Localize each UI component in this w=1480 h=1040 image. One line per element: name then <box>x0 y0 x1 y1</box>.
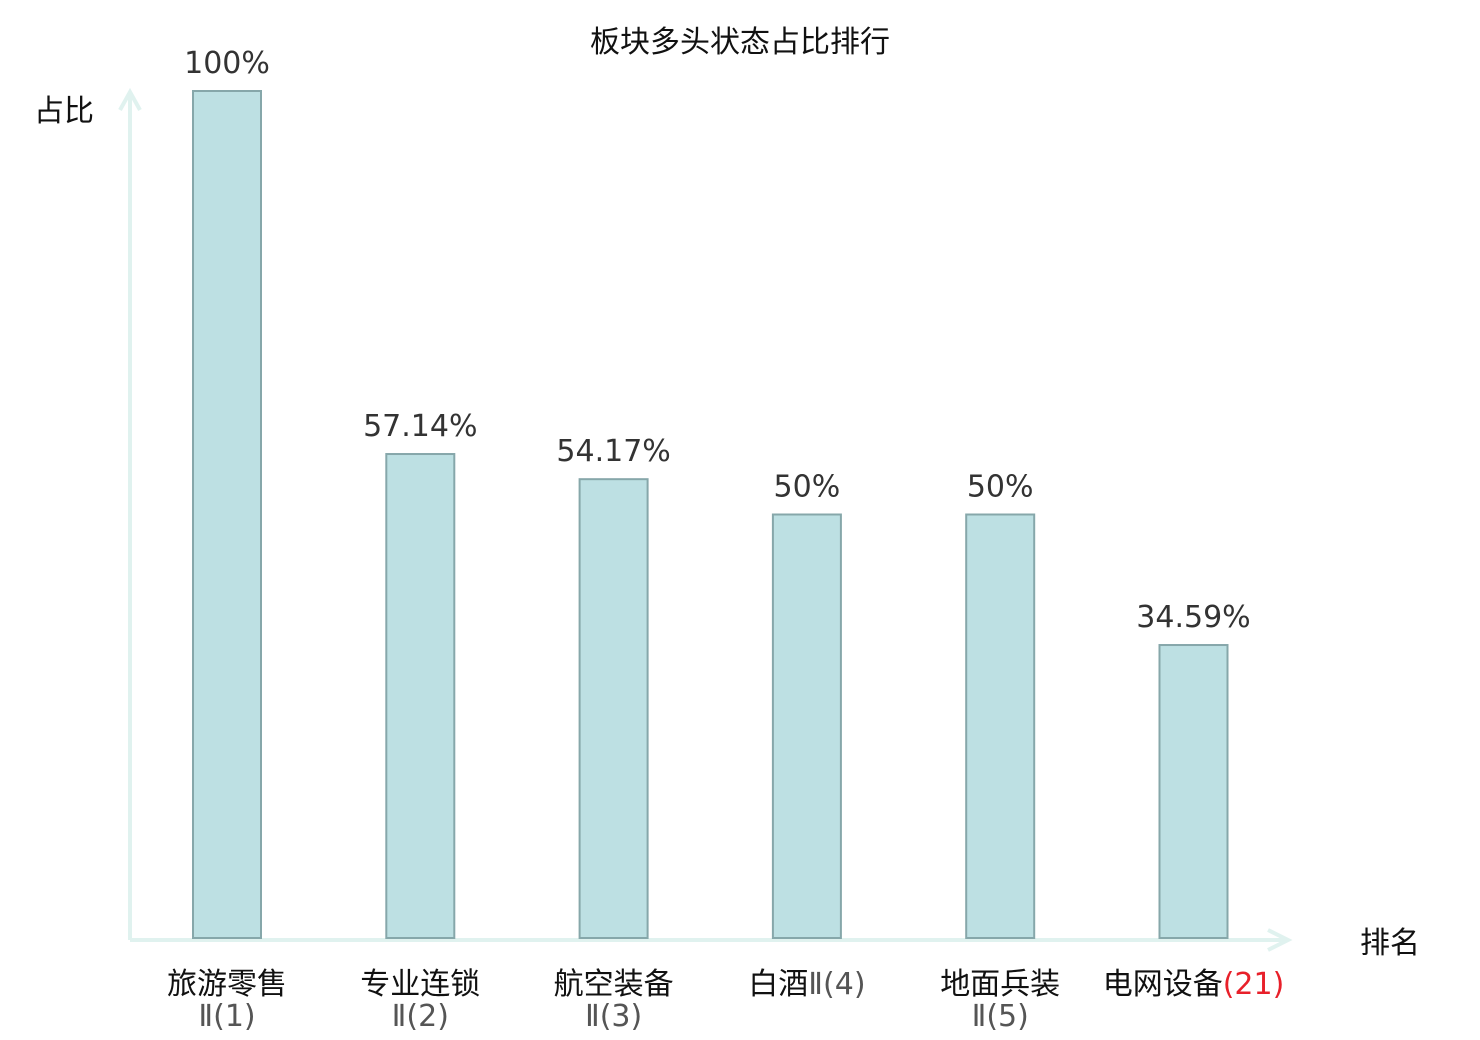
category-suffix: (21) <box>1223 967 1285 1002</box>
value-label: 57.14% <box>363 409 477 444</box>
bar <box>965 513 1036 939</box>
bar <box>1158 644 1229 939</box>
category-label: 航空装备 <box>554 967 674 1002</box>
x-axis-arrow <box>1267 928 1293 952</box>
bar <box>771 513 842 939</box>
y-axis-label: 占比 <box>34 94 94 129</box>
category-name: 电网设备 <box>1103 967 1223 1002</box>
category-suffix: Ⅱ(2) <box>392 999 449 1034</box>
bar <box>192 90 262 939</box>
value-label: 50% <box>774 470 841 505</box>
value-label: 50% <box>967 470 1034 505</box>
category-label: 电网设备(21) <box>1103 967 1285 1002</box>
value-label: 54.17% <box>556 434 670 469</box>
category-suffix: Ⅱ(3) <box>585 999 642 1034</box>
value-label: 34.59% <box>1136 600 1250 635</box>
bar <box>385 453 456 939</box>
category-suffix: Ⅱ(5) <box>972 999 1029 1034</box>
category-suffix: Ⅱ(4) <box>808 967 865 1002</box>
y-axis-arrow <box>118 87 142 111</box>
value-label: 100% <box>184 46 270 81</box>
chart-title: 板块多头状态占比排行 <box>590 25 890 60</box>
category-label: 地面兵装 <box>940 967 1060 1002</box>
category-suffix: Ⅱ(1) <box>198 999 255 1034</box>
bars-group <box>192 90 1229 939</box>
category-label: 白酒Ⅱ(4) <box>748 967 865 1002</box>
x-axis-label: 排名 <box>1360 926 1420 961</box>
category-label: 旅游零售 <box>167 967 287 1002</box>
bar <box>578 478 649 939</box>
category-label: 专业连锁 <box>360 967 480 1002</box>
category-name: 白酒 <box>748 967 808 1002</box>
